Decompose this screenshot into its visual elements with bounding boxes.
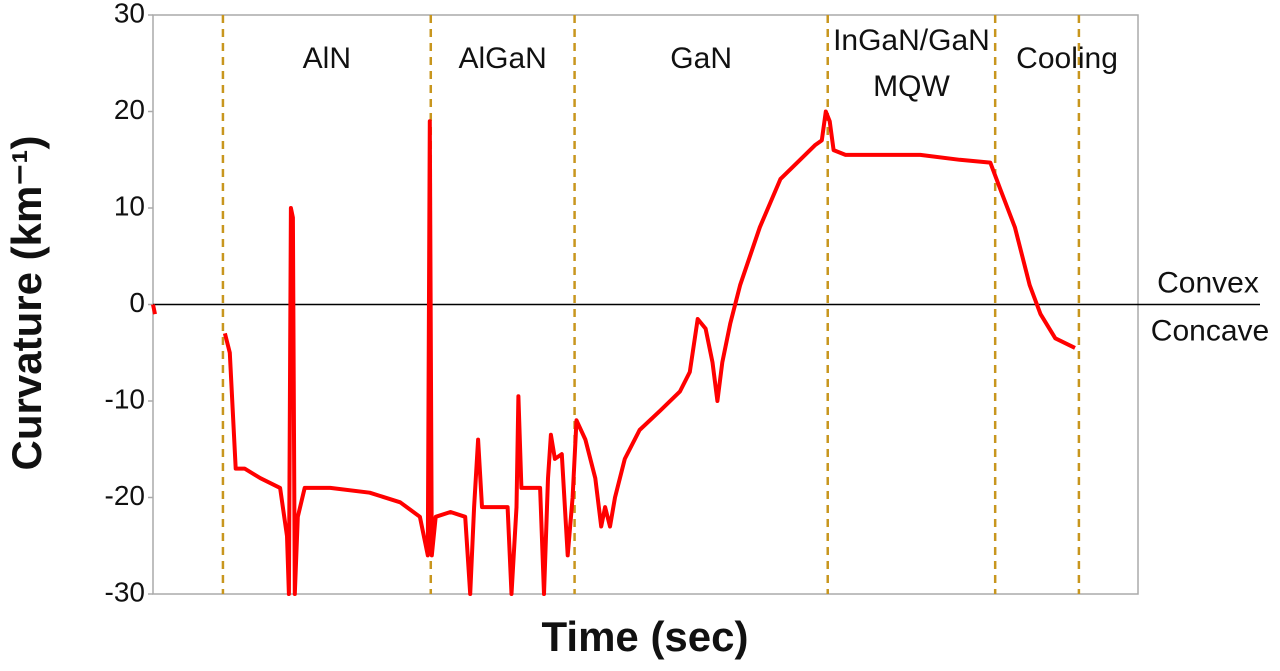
y-axis-title: Curvature (km⁻¹) bbox=[3, 136, 50, 471]
region-label: MQW bbox=[873, 70, 950, 103]
y-tick-label: 0 bbox=[129, 287, 145, 318]
y-tick-label: 30 bbox=[114, 0, 145, 28]
data-line bbox=[151, 109, 1076, 596]
region-label: AlGaN bbox=[458, 42, 546, 75]
region-label: Cooling bbox=[1016, 42, 1118, 75]
y-tick-label: -30 bbox=[105, 576, 145, 607]
annotation: Concave bbox=[1151, 314, 1269, 347]
annotation: Convex bbox=[1157, 266, 1259, 299]
y-tick-label: -20 bbox=[105, 480, 145, 511]
y-tick-label: 10 bbox=[114, 190, 145, 221]
y-tick-label: -10 bbox=[105, 383, 145, 414]
region-label: InGaN/GaN bbox=[833, 24, 990, 57]
y-tick-label: 20 bbox=[114, 94, 145, 125]
region-label: GaN bbox=[670, 42, 732, 75]
x-axis-title: Time (sec) bbox=[542, 613, 749, 660]
region-label: AlN bbox=[303, 42, 351, 75]
